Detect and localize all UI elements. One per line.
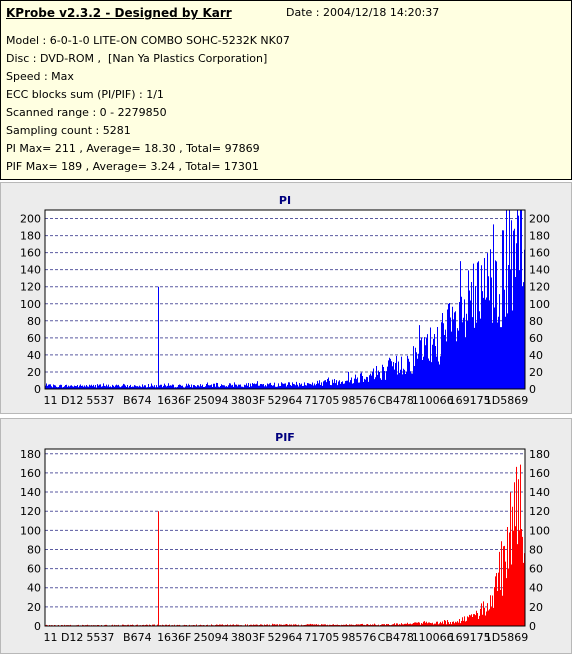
- pi-xtick: 1D5869: [485, 394, 528, 407]
- pif-ytick-left: 120: [20, 505, 41, 518]
- pi-bars: [45, 210, 525, 389]
- pif-ytick-right: 160: [529, 467, 550, 480]
- pif-xtick: B674: [123, 631, 152, 644]
- pif-ytick-right: 80: [529, 543, 543, 556]
- pif-ytick-right: 20: [529, 601, 543, 614]
- disc-line: Disc : DVD-ROM , [Nan Ya Plastics Corpor…: [6, 52, 268, 65]
- pi-xtick: 3803F: [231, 394, 265, 407]
- pif-xtick: 98576: [341, 631, 376, 644]
- pif-ytick-right: 40: [529, 582, 543, 595]
- pi-xtick: 169175: [449, 394, 491, 407]
- sampling-line: Sampling count : 5281: [6, 124, 131, 137]
- pi-ytick-left: 60: [27, 332, 41, 345]
- pi-ytick-right: 180: [529, 230, 550, 243]
- pif-xtick: 3803F: [231, 631, 265, 644]
- pi-xtick: 5537: [86, 394, 114, 407]
- pif-ytick-right: 60: [529, 563, 543, 576]
- pif-chart: PIF 0 0 20 20 40 40 60 60 80 80 100 100 120 120 140 140 1…: [20, 431, 550, 644]
- pif-xtick: 5537: [86, 631, 114, 644]
- pif-xtick: 169175: [449, 631, 491, 644]
- pif-xtick: 1636F: [157, 631, 191, 644]
- ecc-line: ECC blocks sum (PI/PIF) : 1/1: [6, 88, 164, 101]
- pi-ytick-right: 60: [529, 332, 543, 345]
- pif-ytick-left: 80: [27, 543, 41, 556]
- pi-ytick-right: 20: [529, 366, 543, 379]
- pif-plot-area: [45, 449, 525, 626]
- pif-xtick: 25094: [194, 631, 229, 644]
- pif-ytick-left: 160: [20, 467, 41, 480]
- pif-xtick: 71705: [304, 631, 339, 644]
- pi-stats-line: PI Max= 211 , Average= 18.30 , Total= 97…: [6, 142, 260, 155]
- pi-ytick-right: 40: [529, 349, 543, 362]
- pif-xtick: 52964: [268, 631, 303, 644]
- pi-ytick-left: 80: [27, 315, 41, 328]
- pi-ytick-left: 120: [20, 281, 41, 294]
- pif-ytick-left: 60: [27, 563, 41, 576]
- pi-xtick: 1636F: [157, 394, 191, 407]
- pif-bars: [45, 464, 525, 626]
- pi-xtick: 71705: [304, 394, 339, 407]
- pif-xtick: 11 D12: [43, 631, 83, 644]
- pif-xtick: 1D5869: [485, 631, 528, 644]
- pif-ytick-right: 120: [529, 505, 550, 518]
- pif-ytick-right: 140: [529, 486, 550, 499]
- pif-xtick: CB478: [378, 631, 414, 644]
- pi-ytick-right: 0: [529, 383, 536, 396]
- info-panel: KProbe v2.3.2 - Designed by Karr Date : …: [0, 0, 572, 180]
- pif-ytick-left: 0: [34, 620, 41, 633]
- pi-ytick-right: 100: [529, 298, 550, 311]
- pi-ytick-right: 200: [529, 213, 550, 226]
- pif-ytick-right: 100: [529, 524, 550, 537]
- pif-chart-title: PIF: [275, 431, 295, 444]
- pif-chart-panel: PIF 0 0 20 20 40 40 60 60 80 80 100 100 120 120 140 140 1…: [0, 418, 572, 654]
- scan-date: Date : 2004/12/18 14:20:37: [286, 6, 440, 19]
- pi-plot-border: [44, 209, 526, 390]
- pi-ytick-left: 20: [27, 366, 41, 379]
- pif-ytick-right: 180: [529, 448, 550, 461]
- app-title: KProbe v2.3.2 - Designed by Karr: [6, 6, 232, 20]
- pif-ytick-right: 0: [529, 620, 536, 633]
- pif-xtick: 110066: [412, 631, 454, 644]
- pi-xtick: 110066: [412, 394, 454, 407]
- pi-ytick-left: 180: [20, 230, 41, 243]
- pi-ytick-left: 200: [20, 213, 41, 226]
- pi-ytick-right: 160: [529, 247, 550, 260]
- pi-xtick: 25094: [194, 394, 229, 407]
- pi-chart-panel: PI 0 0 20 20 40 40 60 60 80 80 100 100 120 120 140 140 16…: [0, 182, 572, 414]
- pi-ytick-left: 100: [20, 298, 41, 311]
- pif-ytick-left: 20: [27, 601, 41, 614]
- pi-chart-title: PI: [279, 194, 291, 207]
- pi-xtick: CB478: [378, 394, 414, 407]
- pi-ytick-left: 140: [20, 264, 41, 277]
- pi-ytick-right: 120: [529, 281, 550, 294]
- pi-xtick: 11 D12: [43, 394, 83, 407]
- pi-ytick-left: 40: [27, 349, 41, 362]
- pi-xtick: 52964: [268, 394, 303, 407]
- pif-ytick-left: 140: [20, 486, 41, 499]
- pif-ytick-left: 180: [20, 448, 41, 461]
- pi-chart: PI 0 0 20 20 40 40 60 60 80 80 100 100 120 120 140 140 16…: [20, 194, 550, 407]
- pif-ytick-left: 100: [20, 524, 41, 537]
- speed-line: Speed : Max: [6, 70, 74, 83]
- pi-ytick-right: 80: [529, 315, 543, 328]
- pi-ytick-left: 0: [34, 383, 41, 396]
- pif-ytick-left: 40: [27, 582, 41, 595]
- pi-xtick: 98576: [341, 394, 376, 407]
- range-line: Scanned range : 0 - 2279850: [6, 106, 167, 119]
- pi-ytick-left: 160: [20, 247, 41, 260]
- pif-plot-border: [44, 448, 526, 627]
- pi-ytick-right: 140: [529, 264, 550, 277]
- pif-stats-line: PIF Max= 189 , Average= 3.24 , Total= 17…: [6, 160, 259, 173]
- pi-xtick: B674: [123, 394, 152, 407]
- model-line: Model : 6-0-1-0 LITE-ON COMBO SOHC-5232K…: [6, 34, 290, 47]
